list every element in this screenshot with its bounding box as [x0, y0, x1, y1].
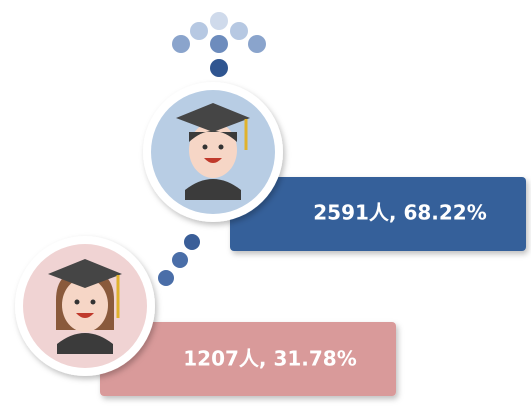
male-avatar [143, 82, 283, 222]
female-avatar [15, 236, 155, 376]
arrow-dots [172, 12, 266, 77]
connector-dots [158, 234, 200, 286]
group-label: 1207人, 31.78% [183, 347, 357, 371]
infographic: 2591人, 68.22% 1207人, 31.78% [0, 0, 531, 407]
group-label: 2591人, 68.22% [313, 201, 487, 225]
